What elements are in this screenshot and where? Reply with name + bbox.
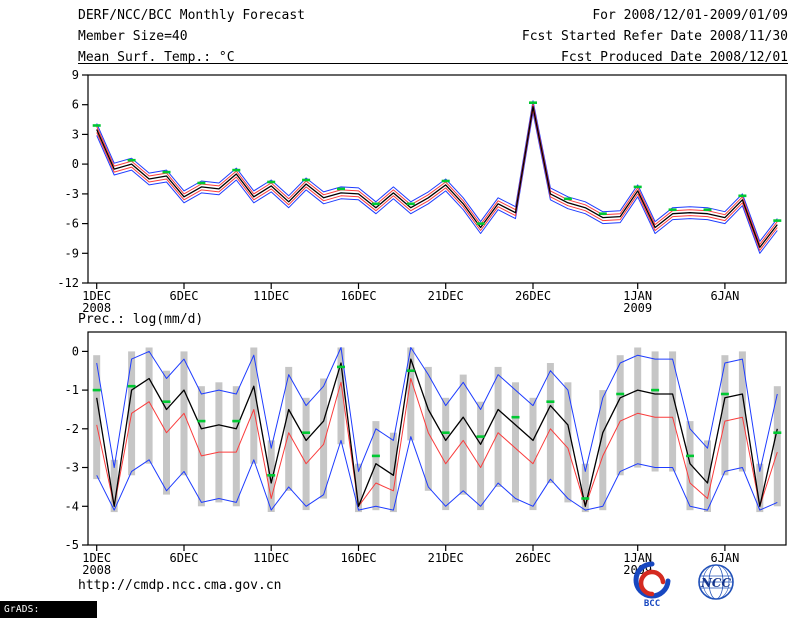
y-tick-label: -2 (65, 422, 79, 436)
member-range-bar (250, 347, 258, 464)
member-range-bar (424, 366, 432, 491)
footer-logos: BCC NCC (633, 561, 734, 608)
x-tick-label: 26DEC (515, 551, 551, 565)
member-range-bar (372, 421, 380, 511)
member-range-bar (738, 351, 746, 472)
member-range-bar (110, 459, 118, 513)
x-tick-label: 6DEC (170, 551, 199, 565)
member-size-label: Member Size=40 (78, 29, 188, 44)
x-tick-label: 6JAN (710, 551, 739, 565)
member-range-bar (215, 382, 223, 503)
produced-date-label: Fcst Produced Date 2008/12/01 (561, 50, 788, 65)
member-range-bar (355, 463, 362, 513)
member-range-bar (773, 386, 781, 507)
member-range-bar (546, 363, 554, 484)
x-tick-label: 11DEC (253, 289, 289, 303)
member-range-bar (721, 355, 729, 476)
series-member-envelope-blue-lower (96, 436, 778, 511)
member-range-bar (285, 366, 293, 491)
x-tick-label: 1JAN (623, 551, 652, 565)
y-tick-label: -1 (65, 383, 79, 397)
member-range-bar (599, 390, 607, 511)
member-range-bar (302, 397, 310, 511)
page-title: DERF/NCC/BCC Monthly Forecast (78, 8, 305, 23)
member-range-bar (756, 463, 764, 513)
member-range-bar (494, 366, 502, 487)
member-range-bar (337, 347, 345, 445)
y-tick-label: 0 (72, 344, 79, 358)
bcc-logo-text: BCC (644, 599, 660, 608)
ncc-logo: NCC (698, 564, 734, 600)
member-range-bar (145, 347, 153, 464)
footer-url: http://cmdp.ncc.cma.gov.cn (78, 578, 282, 593)
x-tick-label: 16DEC (340, 289, 376, 303)
plot-frame (87, 74, 787, 284)
x-tick-label: 26DEC (515, 289, 551, 303)
y-tick-label: -3 (65, 461, 79, 475)
x-tick-label: 21DEC (428, 551, 464, 565)
grads-watermark: GrADS: COLA/IGES (0, 601, 97, 618)
member-range-bar (93, 355, 101, 480)
member-range-bar (529, 397, 537, 511)
y-tick-label: -9 (65, 246, 79, 260)
series-ensemble-mean (96, 106, 778, 248)
member-range-bar (477, 401, 485, 511)
member-range-bar (704, 440, 711, 512)
member-range-bar (669, 351, 677, 472)
x-tick-label: 1JAN (623, 289, 652, 303)
x-tick-label: 6JAN (710, 289, 739, 303)
y-tick-label: 9 (72, 68, 79, 82)
member-range-bar (459, 374, 467, 495)
member-range-bar (442, 397, 450, 511)
series-member-envelope-blue-upper (96, 347, 778, 472)
y-tick-label: -3 (65, 187, 79, 201)
y-tick-label: -12 (57, 276, 79, 290)
member-range-bar (320, 378, 328, 499)
ncc-logo-text: NCC (700, 576, 732, 590)
header-divider (78, 63, 788, 64)
series-member-spread-red-lower (96, 109, 778, 251)
y-tick-label: 6 (72, 98, 79, 112)
series-ensemble-mean (96, 358, 778, 507)
x-tick-label: 1DEC (82, 551, 111, 565)
member-range-bar (634, 347, 642, 468)
member-range-bar (407, 347, 415, 441)
member-range-bar (651, 351, 659, 472)
x-tick-label: 11DEC (253, 551, 289, 565)
series-member-spread-blue-lower (96, 112, 778, 254)
series-member-spread-red-upper (96, 103, 778, 245)
member-range-bar (197, 386, 205, 507)
variable-label: Mean Surf. Temp.: °C (78, 50, 235, 65)
series-member-spread-blue-upper (96, 100, 778, 242)
prec-section-label: Prec.: log(mm/d) (78, 312, 204, 327)
y-tick-label: 3 (72, 127, 79, 141)
member-range-bar (512, 382, 519, 503)
x-tick-sublabel: 2009 (623, 301, 652, 315)
y-tick-label: -5 (65, 538, 79, 552)
x-tick-label: 21DEC (428, 289, 464, 303)
member-range-bar (616, 355, 624, 476)
valid-range-label: For 2008/12/01-2009/01/09 (592, 8, 788, 23)
bcc-logo: BCC (633, 561, 671, 608)
member-range-bar (686, 421, 694, 511)
x-tick-label: 16DEC (340, 551, 376, 565)
y-tick-label: 0 (72, 157, 79, 171)
x-tick-label: 6DEC (170, 289, 199, 303)
member-range-bar (581, 463, 589, 513)
series-median-red (96, 378, 778, 507)
x-tick-sublabel: 2008 (82, 301, 111, 315)
y-tick-label: -4 (65, 499, 79, 513)
y-tick-label: -6 (65, 217, 79, 231)
member-range-bar (232, 386, 240, 507)
x-tick-label: 1DEC (82, 289, 111, 303)
refer-date-label: Fcst Started Refer Date 2008/11/30 (521, 29, 788, 44)
member-range-bar (564, 382, 572, 503)
plot-frame (87, 331, 787, 546)
x-tick-sublabel: 2008 (82, 563, 111, 577)
